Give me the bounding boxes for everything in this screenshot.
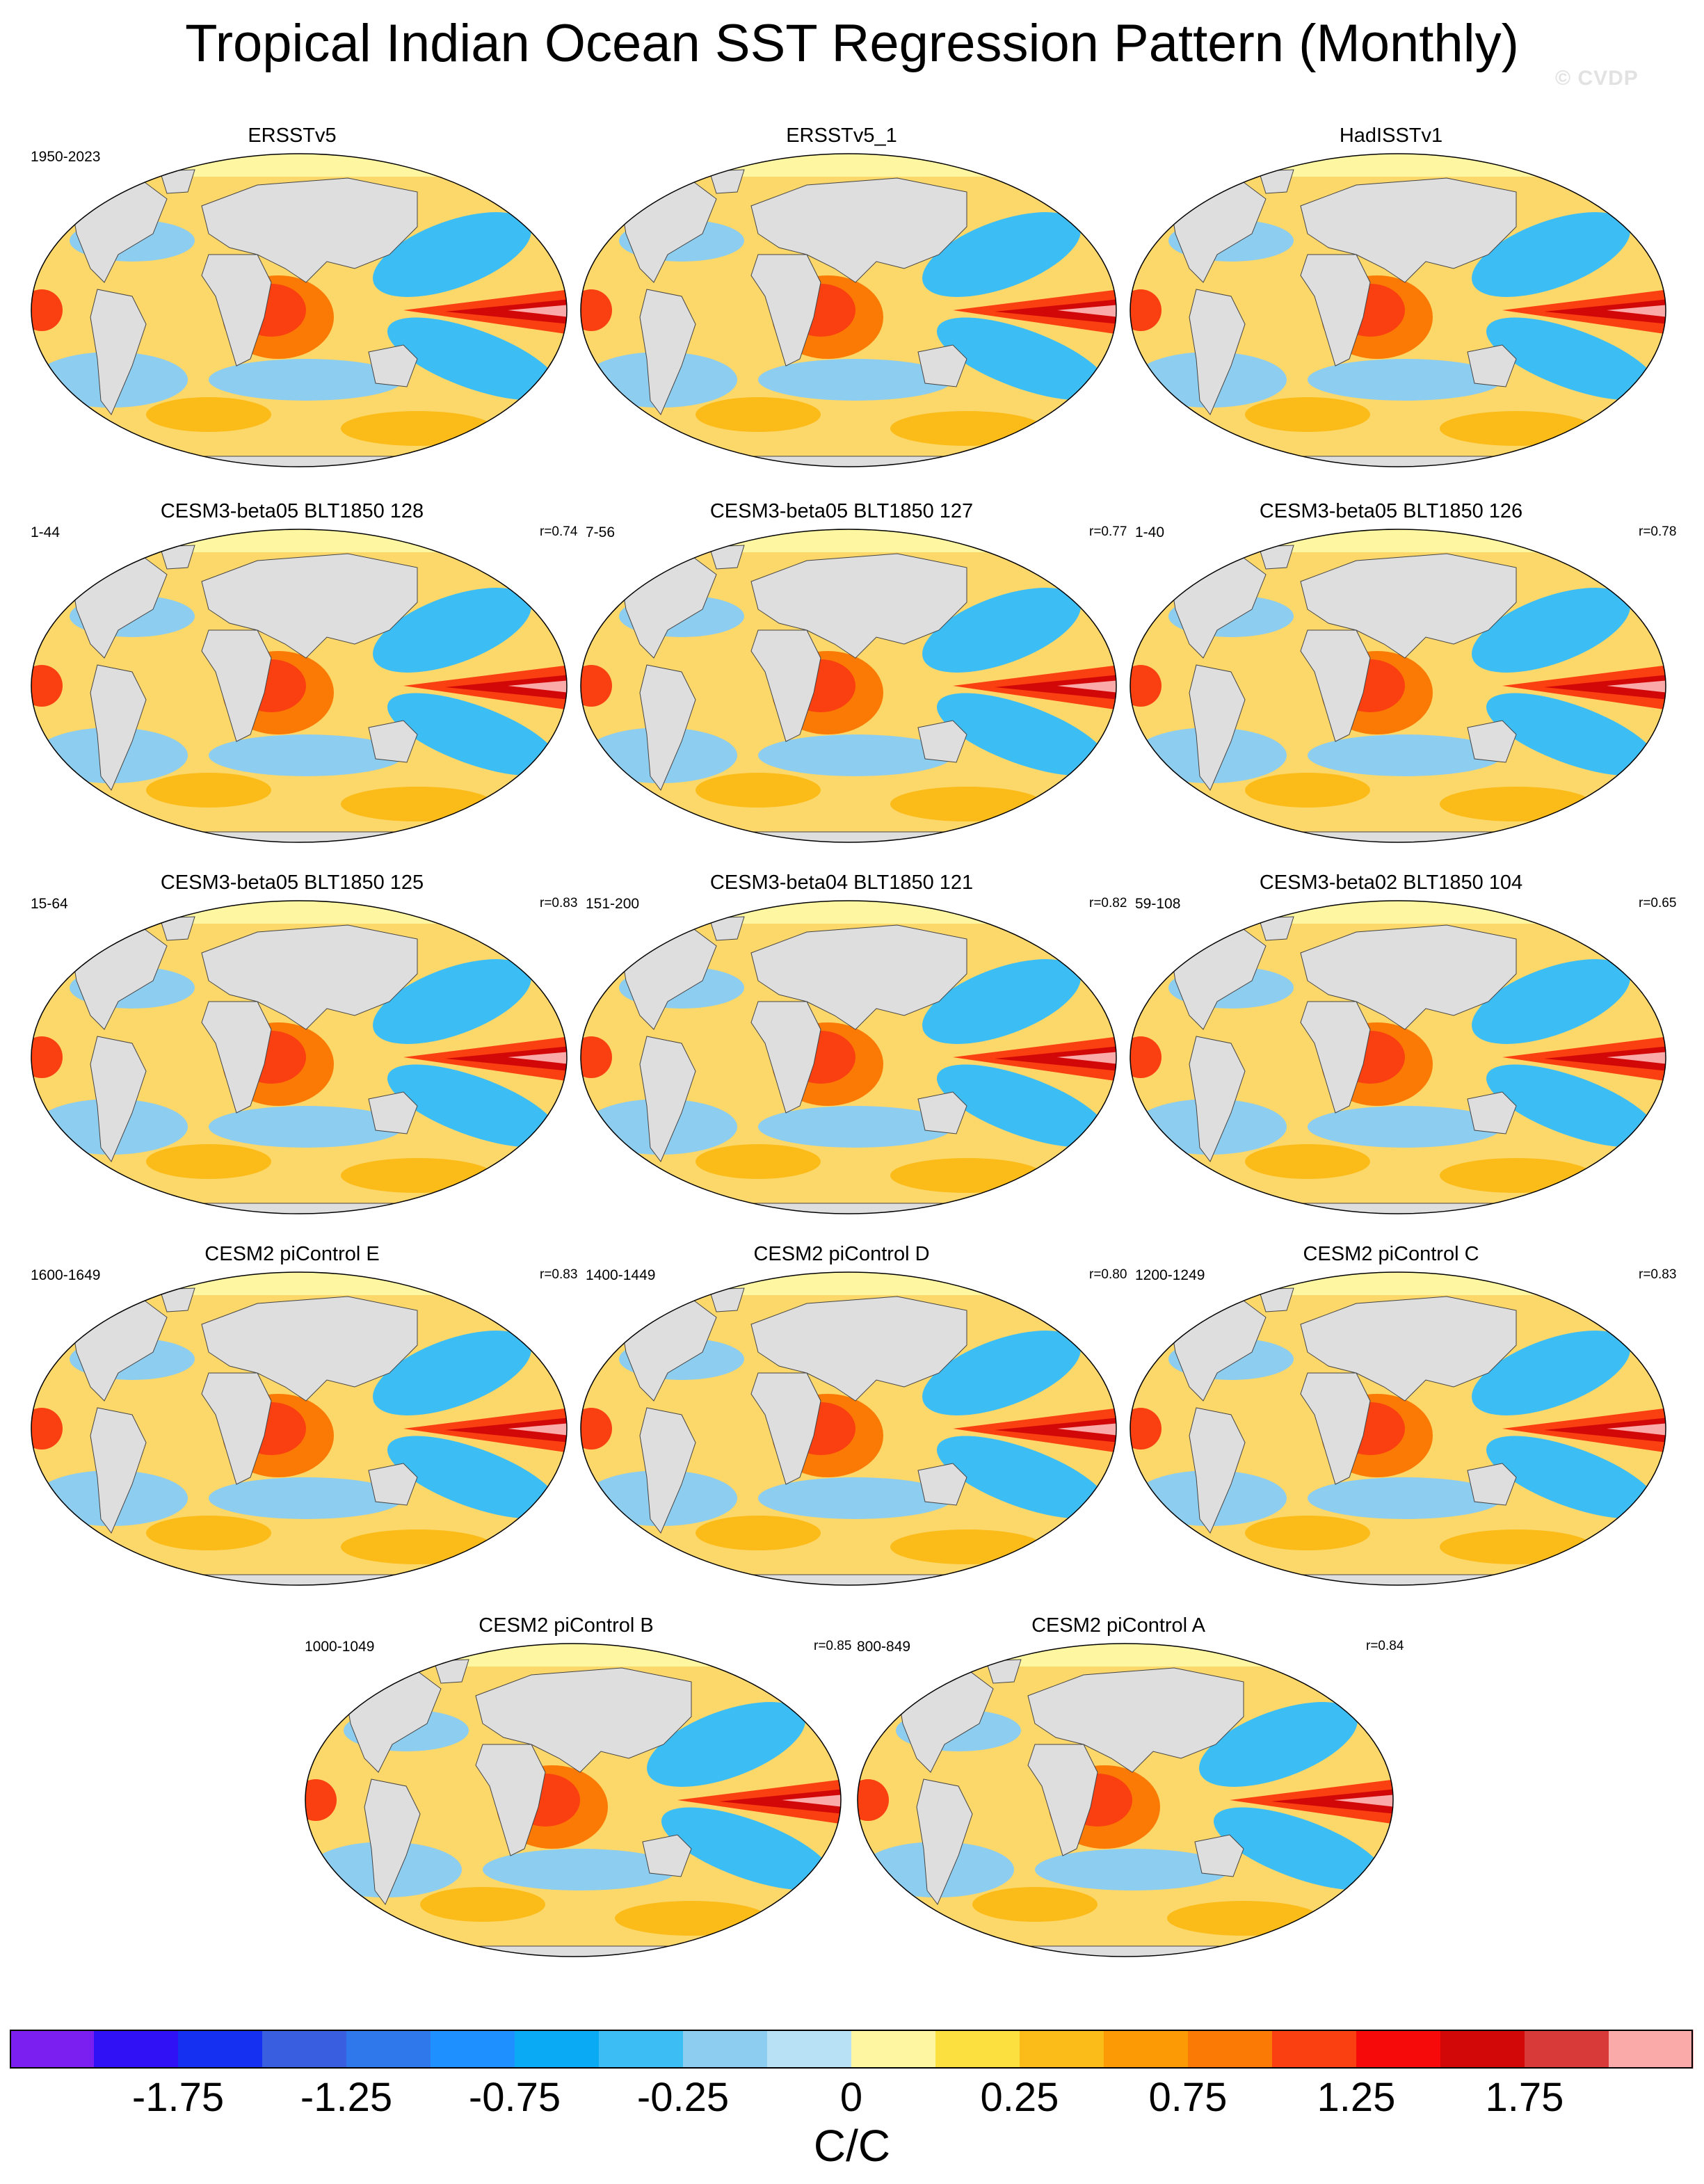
map-panel-cesm2-a: CESM2 piControl A 800-849 r=0.84 xyxy=(847,1614,1404,1961)
sst-regression-map xyxy=(1130,153,1666,467)
colorbar-tick-label: 0.25 xyxy=(980,2075,1059,2120)
panel-title: CESM3-beta05 BLT1850 127 xyxy=(709,500,974,522)
map-panel-cesm3-128: CESM3-beta05 BLT1850 128 1-44 r=0.74 xyxy=(21,499,577,847)
colorbar-swatch xyxy=(10,2030,95,2069)
pattern-correlation: r=0.82 xyxy=(1089,896,1127,910)
panel-period: 1950-2023 xyxy=(31,149,101,165)
colorbar-swatch xyxy=(767,2030,852,2069)
colorbar-tick-label: -1.25 xyxy=(300,2075,393,2120)
sst-regression-map xyxy=(580,153,1117,467)
colorbar-swatch xyxy=(599,2030,684,2069)
sst-regression-map xyxy=(31,900,568,1214)
panel-title: CESM2 piControl A xyxy=(1031,1614,1205,1637)
colorbar-swatch xyxy=(1020,2030,1104,2069)
map-panel-hadisstv1: HadISSTv1 xyxy=(1120,124,1666,472)
colorbar-tick-label: -0.25 xyxy=(636,2075,730,2120)
panel-period: 151-200 xyxy=(586,896,640,912)
panel-title: CESM3-beta05 BLT1850 125 xyxy=(160,872,424,894)
panel-period: 7-56 xyxy=(586,524,616,540)
colorbar-swatch xyxy=(1356,2030,1441,2069)
sst-regression-map xyxy=(1130,900,1666,1214)
sst-regression-map xyxy=(580,900,1117,1214)
colorbar-tick-label: 0 xyxy=(839,2075,863,2120)
pattern-correlation: r=0.83 xyxy=(540,896,578,910)
colorbar-tick-label: 1.75 xyxy=(1485,2075,1564,2120)
sst-regression-map xyxy=(857,1643,1394,1957)
panel-title: CESM2 piControl E xyxy=(204,1243,380,1265)
colorbar-swatch xyxy=(1440,2030,1525,2069)
colorbar-swatch xyxy=(683,2030,768,2069)
map-panel-cesm3-127: CESM3-beta05 BLT1850 127 7-56 r=0.77 xyxy=(570,499,1127,847)
map-panel-cesm2-b: CESM2 piControl B 1000-1049 r=0.85 xyxy=(295,1614,851,1961)
pattern-correlation: r=0.74 xyxy=(540,524,578,539)
colorbar-swatch xyxy=(1525,2030,1609,2069)
map-panel-cesm2-e: CESM2 piControl E 1600-1649 r=0.83 xyxy=(21,1242,577,1590)
panel-title: CESM3-beta04 BLT1850 121 xyxy=(709,872,974,894)
map-panel-ersstv5: ERSSTv5 1950-2023 xyxy=(21,124,568,472)
panel-title: CESM3-beta05 BLT1850 126 xyxy=(1259,500,1523,522)
sst-regression-map xyxy=(31,1271,568,1586)
map-panel-ersstv5-1: ERSSTv5_1 xyxy=(570,124,1117,472)
figure-title: Tropical Indian Ocean SST Regression Pat… xyxy=(185,14,1519,73)
colorbar-swatch xyxy=(262,2030,347,2069)
panel-period: 800-849 xyxy=(857,1639,911,1655)
sst-regression-map xyxy=(31,529,568,843)
colorbar-swatch xyxy=(851,2030,936,2069)
pattern-correlation: r=0.77 xyxy=(1089,524,1127,539)
panel-period: 1-44 xyxy=(31,524,61,540)
pattern-correlation: r=0.85 xyxy=(814,1639,852,1653)
colorbar-swatch xyxy=(94,2030,179,2069)
pattern-correlation: r=0.83 xyxy=(540,1267,578,1282)
panel-title: CESM3-beta02 BLT1850 104 xyxy=(1259,872,1523,894)
sst-regression-map xyxy=(31,153,568,467)
colorbar-swatch xyxy=(1272,2030,1357,2069)
panel-title: HadISSTv1 xyxy=(1339,125,1443,147)
colorbar-tick-label: 0.75 xyxy=(1148,2075,1228,2120)
panel-period: 1-40 xyxy=(1135,524,1165,540)
sst-regression-map xyxy=(580,529,1117,843)
panel-period: 1000-1049 xyxy=(305,1639,375,1655)
colorbar-swatch xyxy=(178,2030,263,2069)
panel-title: CESM2 piControl D xyxy=(753,1243,930,1265)
colorbar-swatch xyxy=(1188,2030,1273,2069)
pattern-correlation: r=0.65 xyxy=(1639,896,1677,910)
sst-regression-map xyxy=(1130,529,1666,843)
panel-period: 1200-1249 xyxy=(1135,1267,1205,1283)
sst-regression-map xyxy=(1130,1271,1666,1586)
map-panel-cesm2-c: CESM2 piControl C 1200-1249 r=0.83 xyxy=(1120,1242,1676,1590)
colorbar-swatch xyxy=(515,2030,600,2069)
sst-regression-map xyxy=(305,1643,842,1957)
pattern-correlation: r=0.80 xyxy=(1089,1267,1127,1282)
panel-period: 1400-1449 xyxy=(586,1267,656,1283)
map-panel-cesm3-126: CESM3-beta05 BLT1850 126 1-40 r=0.78 xyxy=(1120,499,1676,847)
panel-title: CESM3-beta05 BLT1850 128 xyxy=(160,500,424,522)
cvdp-credit: © CVDP xyxy=(1555,67,1639,90)
map-panel-cesm3-125: CESM3-beta05 BLT1850 125 15-64 r=0.83 xyxy=(21,871,577,1219)
colorbar-swatch xyxy=(935,2030,1020,2069)
sst-regression-map xyxy=(580,1271,1117,1586)
colorbar-swatch xyxy=(1609,2030,1694,2069)
panel-period: 59-108 xyxy=(1135,896,1181,912)
panel-period: 15-64 xyxy=(31,896,68,912)
map-panel-cesm3-104: CESM3-beta02 BLT1850 104 59-108 r=0.65 xyxy=(1120,871,1676,1219)
pattern-correlation: r=0.83 xyxy=(1639,1267,1677,1282)
colorbar-tick-label: 1.25 xyxy=(1317,2075,1396,2120)
pattern-correlation: r=0.78 xyxy=(1639,524,1677,539)
pattern-correlation: r=0.84 xyxy=(1366,1639,1404,1653)
panel-title: ERSSTv5 xyxy=(248,125,337,147)
panel-period: 1600-1649 xyxy=(31,1267,101,1283)
map-panel-cesm2-d: CESM2 piControl D 1400-1449 r=0.80 xyxy=(570,1242,1127,1590)
colorbar-tick-label: -0.75 xyxy=(468,2075,561,2120)
colorbar-tick-label: -1.75 xyxy=(131,2075,225,2120)
panel-title: CESM2 piControl B xyxy=(479,1614,654,1637)
panel-title: CESM2 piControl C xyxy=(1303,1243,1479,1265)
colorbar-units: C/C xyxy=(813,2121,891,2171)
panel-title: ERSSTv5_1 xyxy=(786,125,897,147)
colorbar-swatch xyxy=(346,2030,431,2069)
colorbar-swatch xyxy=(431,2030,515,2069)
map-panel-cesm3-121: CESM3-beta04 BLT1850 121 151-200 r=0.82 xyxy=(570,871,1127,1219)
colorbar-swatch xyxy=(1104,2030,1189,2069)
colorbar xyxy=(10,2030,1694,2069)
